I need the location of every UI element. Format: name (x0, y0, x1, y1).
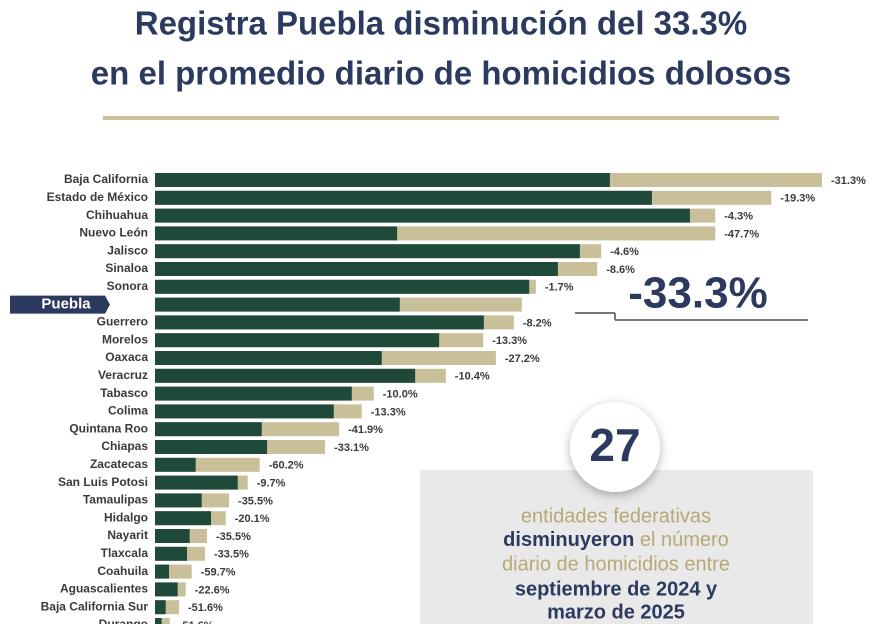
category-label: Veracruz (98, 368, 148, 382)
summary-text: diario de homicidios entre (502, 553, 730, 575)
change-label: -47.7% (724, 228, 759, 240)
summary-rest: el número (634, 529, 729, 551)
category-label: Durango (99, 617, 148, 624)
bar (155, 208, 690, 223)
change-label: -27.2% (505, 353, 540, 365)
change-label: -8.2% (523, 317, 552, 329)
category-label: Quintana Roo (69, 421, 148, 435)
callout: -33.3% (628, 269, 767, 318)
category-label: Baja California (64, 172, 148, 186)
category-label: Baja California Sur (41, 599, 149, 613)
change-label: -4.3% (724, 211, 753, 223)
bar (155, 493, 202, 508)
category-label: Puebla (41, 296, 91, 313)
change-label: -59.7% (201, 567, 236, 579)
bar (155, 564, 170, 579)
change-label: -8.6% (606, 264, 635, 276)
category-label: Oaxaca (105, 350, 148, 364)
bar (155, 422, 262, 437)
summary-box (420, 470, 813, 624)
bar (155, 315, 484, 330)
change-label: -4.6% (610, 246, 639, 258)
category-label: Hidalgo (104, 510, 148, 524)
category-label: Nuevo León (79, 226, 148, 240)
bar (155, 262, 558, 276)
summary-text: marzo de 2025 (547, 601, 685, 623)
highlight-tab (10, 295, 110, 314)
bar (155, 279, 530, 294)
bar (155, 404, 334, 419)
category-label: Colima (108, 404, 148, 418)
bar (155, 386, 352, 401)
bar (155, 529, 190, 543)
category-label: Zacatecas (90, 457, 148, 471)
change-label: -20.1% (235, 513, 270, 525)
category-label: Tabasco (100, 386, 148, 400)
category-label: Guerrero (97, 315, 148, 329)
category-label: Coahuila (97, 564, 148, 578)
bar (155, 600, 166, 615)
change-label: -51.6% (179, 620, 214, 624)
category-label: Sinaloa (105, 261, 148, 275)
change-label: -1.7% (545, 282, 574, 294)
change-label: -41.9% (348, 424, 383, 436)
bar (155, 546, 188, 561)
bar (155, 173, 610, 187)
change-label: -9.7% (257, 478, 286, 490)
change-label: -35.5% (216, 531, 251, 543)
summary-circle (570, 402, 660, 492)
bars: Baja California -31.3% Estado de México -19… (10, 172, 866, 624)
bar (155, 297, 400, 312)
bar (155, 618, 162, 624)
title-rule (103, 116, 779, 120)
bar (155, 351, 382, 365)
category-label: Jalisco (107, 243, 148, 257)
category-label: Tamaulipas (83, 493, 148, 507)
change-label: -51.6% (188, 602, 223, 614)
category-label: Aguascalientes (60, 582, 148, 596)
category-label: Sonora (107, 279, 149, 293)
category-label: Morelos (102, 332, 148, 346)
summary-text: disminuyeron el número (503, 529, 729, 551)
bar (155, 618, 170, 624)
change-label: -33.1% (334, 442, 369, 454)
summary-text: septiembre de 2024 y (515, 578, 718, 600)
category-label: Chiapas (101, 439, 148, 453)
change-label: -10.0% (383, 389, 418, 401)
category-label: Chihuahua (86, 208, 148, 222)
category-label: San Luis Potosi (58, 475, 148, 489)
change-label: -13.3% (371, 406, 406, 418)
title-line: Registra Puebla disminución del 33.3% (135, 5, 748, 42)
bar (155, 457, 196, 472)
bar (155, 226, 398, 241)
bar (155, 244, 580, 259)
summary-bold: disminuyeron (503, 529, 634, 551)
change-label: -19.3% (780, 193, 815, 205)
summary-text: entidades federativas (521, 505, 711, 527)
summary-number: 27 (589, 419, 640, 471)
change-label: -60.2% (269, 460, 304, 472)
category-label: Nayarit (107, 528, 148, 542)
bar (155, 368, 416, 383)
bar (155, 582, 178, 597)
change-label: -10.4% (455, 371, 490, 383)
change-label: -22.6% (195, 584, 230, 596)
bar (155, 511, 212, 526)
category-label: Estado de México (47, 190, 148, 204)
bar (155, 475, 238, 490)
bar (155, 190, 652, 205)
change-label: -35.5% (238, 495, 273, 507)
change-label: -13.3% (492, 335, 527, 347)
change-label: -31.3% (831, 175, 866, 187)
bar (155, 333, 440, 348)
category-label: Tlaxcala (101, 546, 149, 560)
title-line: en el promedio diario de homicidios dolo… (91, 55, 791, 92)
bar (155, 440, 268, 454)
change-label: -33.5% (214, 549, 249, 561)
